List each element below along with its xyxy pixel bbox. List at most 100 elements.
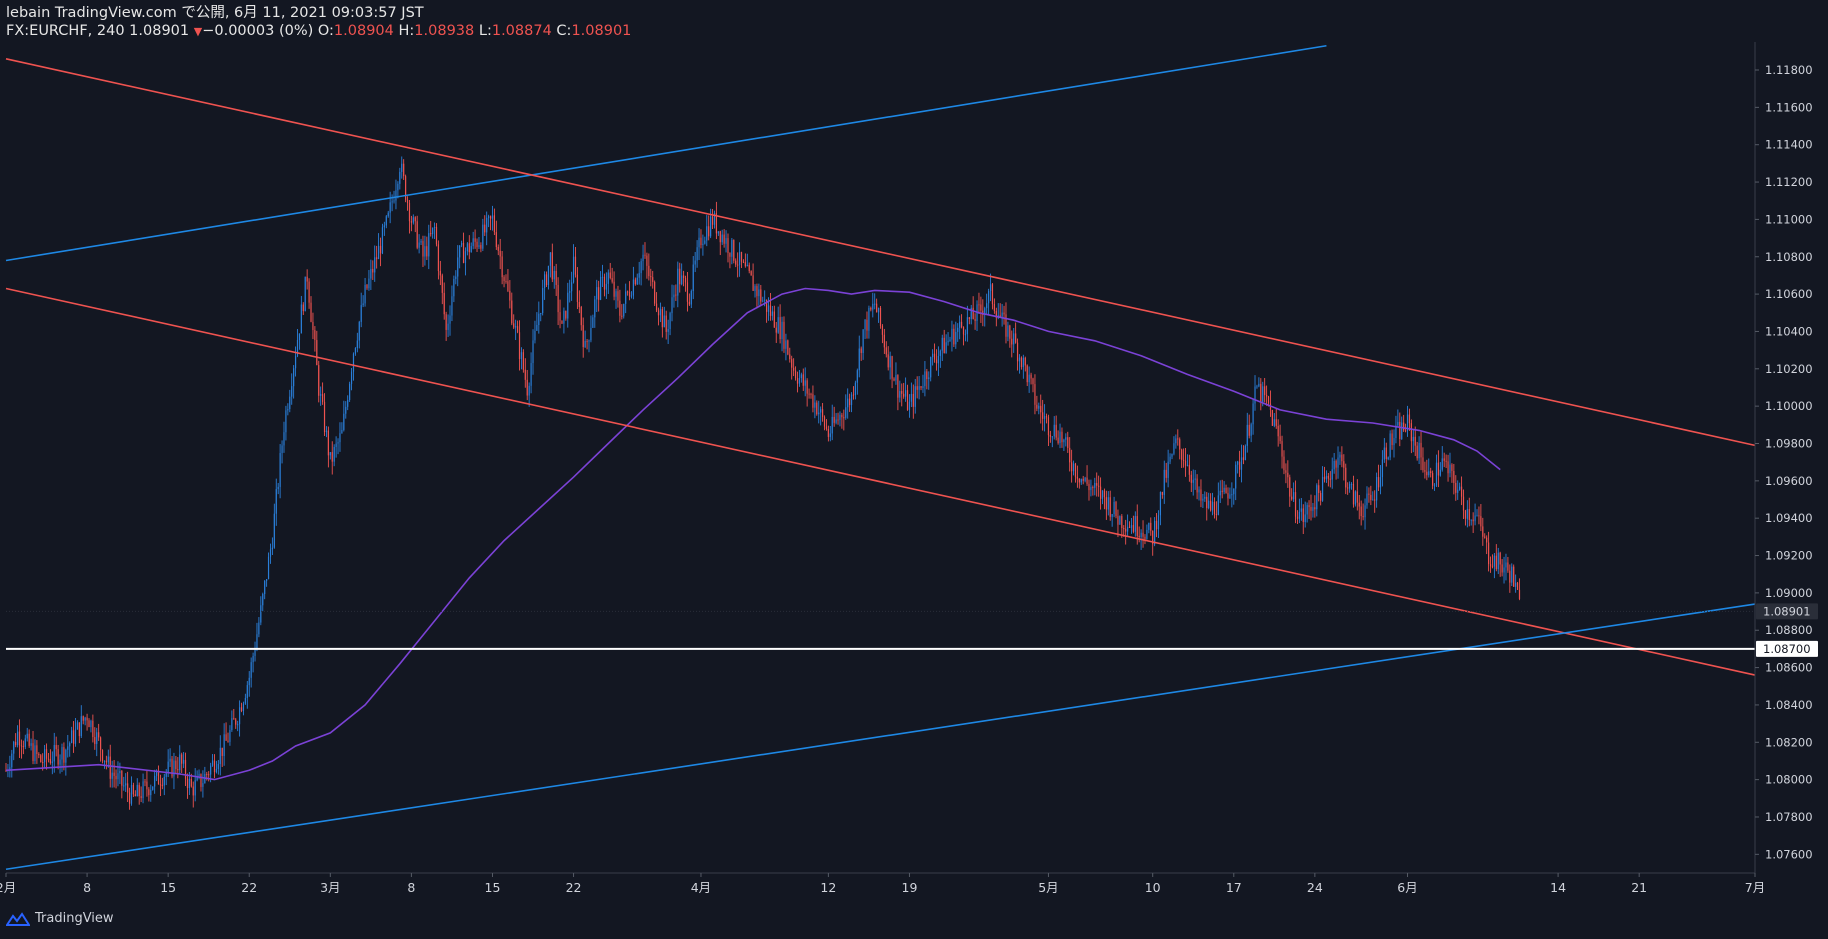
candle-body [325, 430, 328, 433]
candle-body [854, 382, 857, 396]
candle-body [993, 304, 995, 311]
candle-body [1403, 422, 1405, 431]
candle-body [553, 270, 555, 280]
candle-body [723, 234, 725, 244]
candle-body [1360, 506, 1362, 517]
candle-body [211, 760, 214, 766]
trendline-descending-channel-bottom[interactable] [5, 287, 1756, 676]
candle-body [889, 356, 891, 368]
candle-body [914, 386, 916, 407]
last-price: 1.08901 [129, 23, 190, 39]
candle-body [1424, 470, 1426, 472]
price-chart[interactable]: 1.07600 1.07800 1.08000 1.08200 1.08400 1.086… [0, 0, 1828, 905]
x-tick-label: 7月 [1745, 880, 1765, 895]
candle-body [563, 310, 565, 324]
candle-body [808, 393, 810, 395]
candle-body [491, 215, 494, 219]
candle-body [1155, 520, 1158, 530]
candle-body [1016, 342, 1019, 362]
candle-body [244, 698, 246, 704]
candle-body [1289, 477, 1291, 497]
candle-body [530, 363, 532, 386]
candle-body [1472, 519, 1474, 522]
candle-body [1387, 457, 1389, 459]
candle-body [94, 737, 96, 744]
candle-body [63, 747, 65, 763]
candle-body [410, 221, 412, 223]
candle-body [327, 430, 329, 456]
candle-body [1487, 542, 1490, 565]
candle-body [1096, 483, 1098, 486]
candle-body [383, 225, 385, 228]
candle-body [1499, 552, 1501, 565]
candle-body [1453, 470, 1455, 483]
candle-body [217, 763, 219, 769]
candle-body [1503, 567, 1505, 573]
candle-body [331, 452, 333, 462]
trendline-descending-channel-top[interactable] [5, 58, 1756, 447]
candle-body [154, 775, 156, 787]
candle-body [1150, 522, 1152, 531]
candle-body [362, 303, 364, 306]
candle-body [825, 426, 828, 429]
candle-body [1455, 482, 1457, 493]
candle-body [1173, 443, 1175, 454]
candle-body [874, 303, 876, 305]
symbol-label[interactable]: FX:EURCHF, 240 [6, 23, 125, 39]
candle-body [877, 307, 880, 313]
candle-body [708, 226, 710, 237]
candle-body [451, 296, 453, 316]
trendline-upper-channel-top[interactable] [5, 44, 1327, 262]
candle-body [547, 265, 550, 286]
candle-body [1414, 436, 1416, 446]
candle-body [1374, 499, 1376, 501]
candle-body [231, 718, 233, 731]
candle-body [1190, 474, 1192, 483]
candle-body [933, 353, 936, 360]
candle-body [843, 417, 845, 419]
candle-body [673, 294, 675, 298]
y-tick-label: 1.11400 [1765, 138, 1813, 152]
x-tick-label: 8 [83, 880, 91, 895]
candle-body [38, 753, 40, 756]
candle-body [1146, 529, 1148, 539]
candle-body [478, 245, 480, 248]
candle-body [611, 278, 613, 282]
candle-body [107, 756, 109, 763]
candle-body [1030, 374, 1032, 379]
candle-body [1184, 460, 1187, 466]
candle-body [650, 276, 652, 278]
candle-body [175, 760, 177, 770]
candle-body [1084, 477, 1086, 481]
candle-body [1283, 456, 1285, 471]
trendline-ascending-support[interactable] [5, 603, 1756, 871]
candle-body [750, 271, 752, 276]
candle-body [1109, 497, 1111, 517]
x-tick-label: 3月 [320, 880, 340, 895]
candle-body [86, 717, 88, 721]
footer-brand[interactable]: TradingView [6, 911, 114, 926]
candle-body [134, 794, 136, 797]
candle-body [557, 284, 559, 313]
candle-body [1501, 564, 1503, 573]
candle-body [711, 216, 714, 225]
candle-body [480, 245, 482, 249]
candle-body [505, 281, 507, 283]
candle-body [300, 304, 302, 334]
candle-body [275, 489, 277, 514]
candle-body [1049, 435, 1051, 437]
candle-body [654, 281, 656, 304]
candle-body [148, 789, 150, 796]
candle-body [1013, 333, 1015, 345]
candle-body [80, 716, 82, 737]
candle-body [1101, 490, 1104, 499]
x-tick-label: 12 [820, 880, 836, 895]
candle-body [152, 786, 154, 790]
candle-body [210, 765, 212, 775]
candle-body [497, 247, 499, 251]
candle-body [59, 759, 61, 765]
candle-body [238, 707, 241, 725]
candle-body [1439, 469, 1441, 476]
candle-body [1331, 469, 1333, 480]
candle-body [1412, 436, 1414, 442]
